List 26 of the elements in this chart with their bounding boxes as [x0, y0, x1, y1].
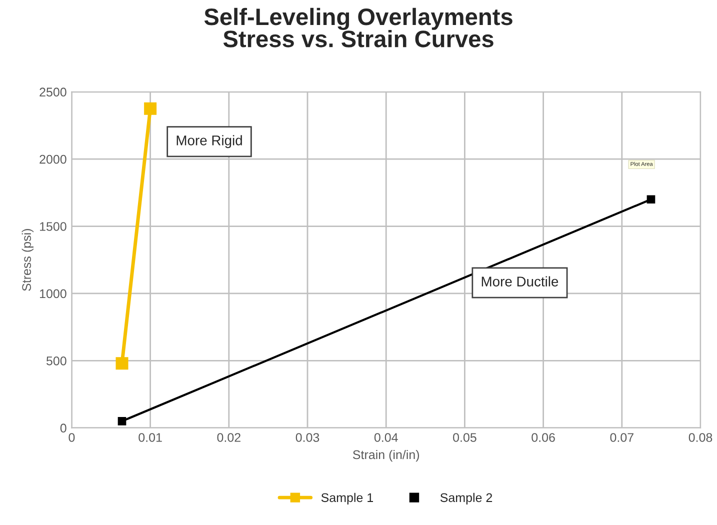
y-tick-label: 2500: [40, 88, 66, 97]
annotation: More Rigid: [176, 135, 242, 148]
x-tick-label: 0.08: [688, 433, 712, 442]
point: [144, 102, 157, 115]
point: [116, 357, 128, 370]
y-tick-label: 2000: [40, 154, 66, 164]
x-axis-title: Strain (in/in): [352, 450, 420, 462]
x-tick-label: 0.07: [610, 433, 634, 442]
point: [646, 195, 656, 204]
y-tick-label: 1000: [40, 289, 66, 298]
y-tick-label: 500: [46, 356, 66, 366]
chart-title: Self-Leveling Overlayments Stress vs. Strain Curves: [204, 8, 512, 48]
x-tick-label: 0: [68, 433, 75, 442]
annotation: More Ductile: [482, 276, 558, 286]
x-tick-label: 0.06: [532, 433, 555, 442]
legend-label: Sample 2: [440, 492, 492, 505]
x-tick-label: 0.04: [374, 433, 398, 442]
y-axis-title: Stress (psi): [22, 229, 34, 291]
y-tick-label: 1500: [40, 222, 66, 231]
x-tick-label: 0.03: [296, 433, 320, 442]
x-tick-label: 0.05: [453, 433, 476, 442]
x-tick-label: 0.01: [138, 433, 162, 442]
point: [118, 416, 126, 426]
x-tick-label: 0.02: [217, 433, 240, 442]
y-tick-label: 0: [60, 424, 66, 433]
legend-label: Sample 1: [321, 492, 373, 505]
